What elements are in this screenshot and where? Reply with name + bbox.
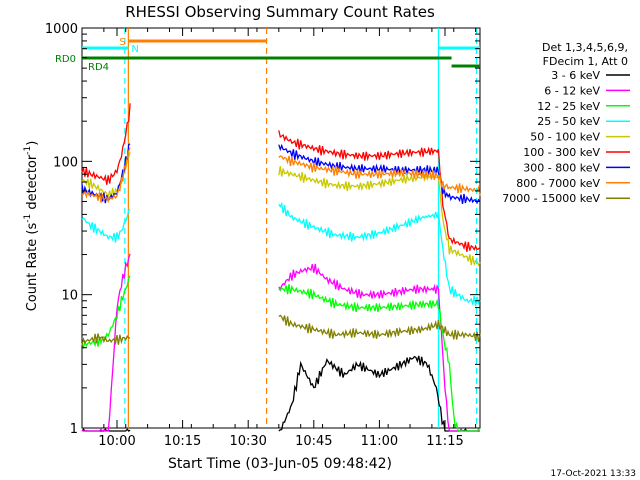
chart-title: RHESSI Observing Summary Count Rates [125,3,435,21]
x-axis-label: Start Time (03-Jun-05 09:48:42) [168,456,392,472]
series-line [81,147,481,204]
y-label-part: detector [25,154,40,214]
flag-label: RD4 [88,62,109,73]
legend-header: FDecim 1, Att 0 [543,55,628,68]
series-lines [81,103,481,432]
legend-header: Det 1,3,4,5,6,9, [542,41,628,54]
legend-entry: 50 - 100 keV [530,131,600,144]
series-line [81,314,481,346]
vertical-markers [124,28,478,428]
legend: Det 1,3,4,5,6,9,FDecim 1, Att 03 - 6 keV… [502,41,630,205]
x-tick-label: 11:15 [426,434,463,449]
y-tick-label: 1000 [45,22,78,37]
legend-entry: 300 - 800 keV [523,161,600,174]
y-axis-label: Count Rate (s-1 detector-1) [23,141,40,312]
legend-entry: 100 - 300 keV [523,146,600,159]
y-tick-label: 10 [61,289,78,304]
series-line [81,253,480,432]
y-tick-label: 100 [53,155,78,170]
flag-label: RD0 [55,54,76,65]
flag-segments: SN RD0 RD4 [55,37,480,73]
flag-label: N [131,44,138,55]
x-tick-label: 11:00 [361,434,398,449]
y-label-part: ) [25,141,40,146]
y-tick-label: 1 [70,422,78,437]
legend-entry: 25 - 50 keV [537,115,600,128]
y-label-sup: -1 [23,146,33,155]
series-line [81,103,481,252]
series-line [81,355,480,432]
legend-entry: 800 - 7000 keV [516,177,600,190]
legend-entry: 6 - 12 keV [544,84,600,97]
y-label-part: Count Rate (s [25,223,40,312]
series-line [81,201,481,307]
y-label-sup: -1 [23,214,33,223]
plot-frame [81,27,481,429]
series-line [81,275,481,432]
legend-entry: 7000 - 15000 keV [502,192,600,205]
legend-entry: 3 - 6 keV [551,69,600,82]
footer-date: 17-Oct-2021 13:33 [551,469,636,479]
x-tick-label: 10:00 [98,434,135,449]
x-tick-label: 10:30 [229,434,266,449]
series-line [81,143,481,205]
x-tick-label: 10:45 [295,434,332,449]
x-tick-label: 10:15 [164,434,201,449]
flag-label: S [119,37,125,48]
legend-entry: 12 - 25 keV [537,100,600,113]
